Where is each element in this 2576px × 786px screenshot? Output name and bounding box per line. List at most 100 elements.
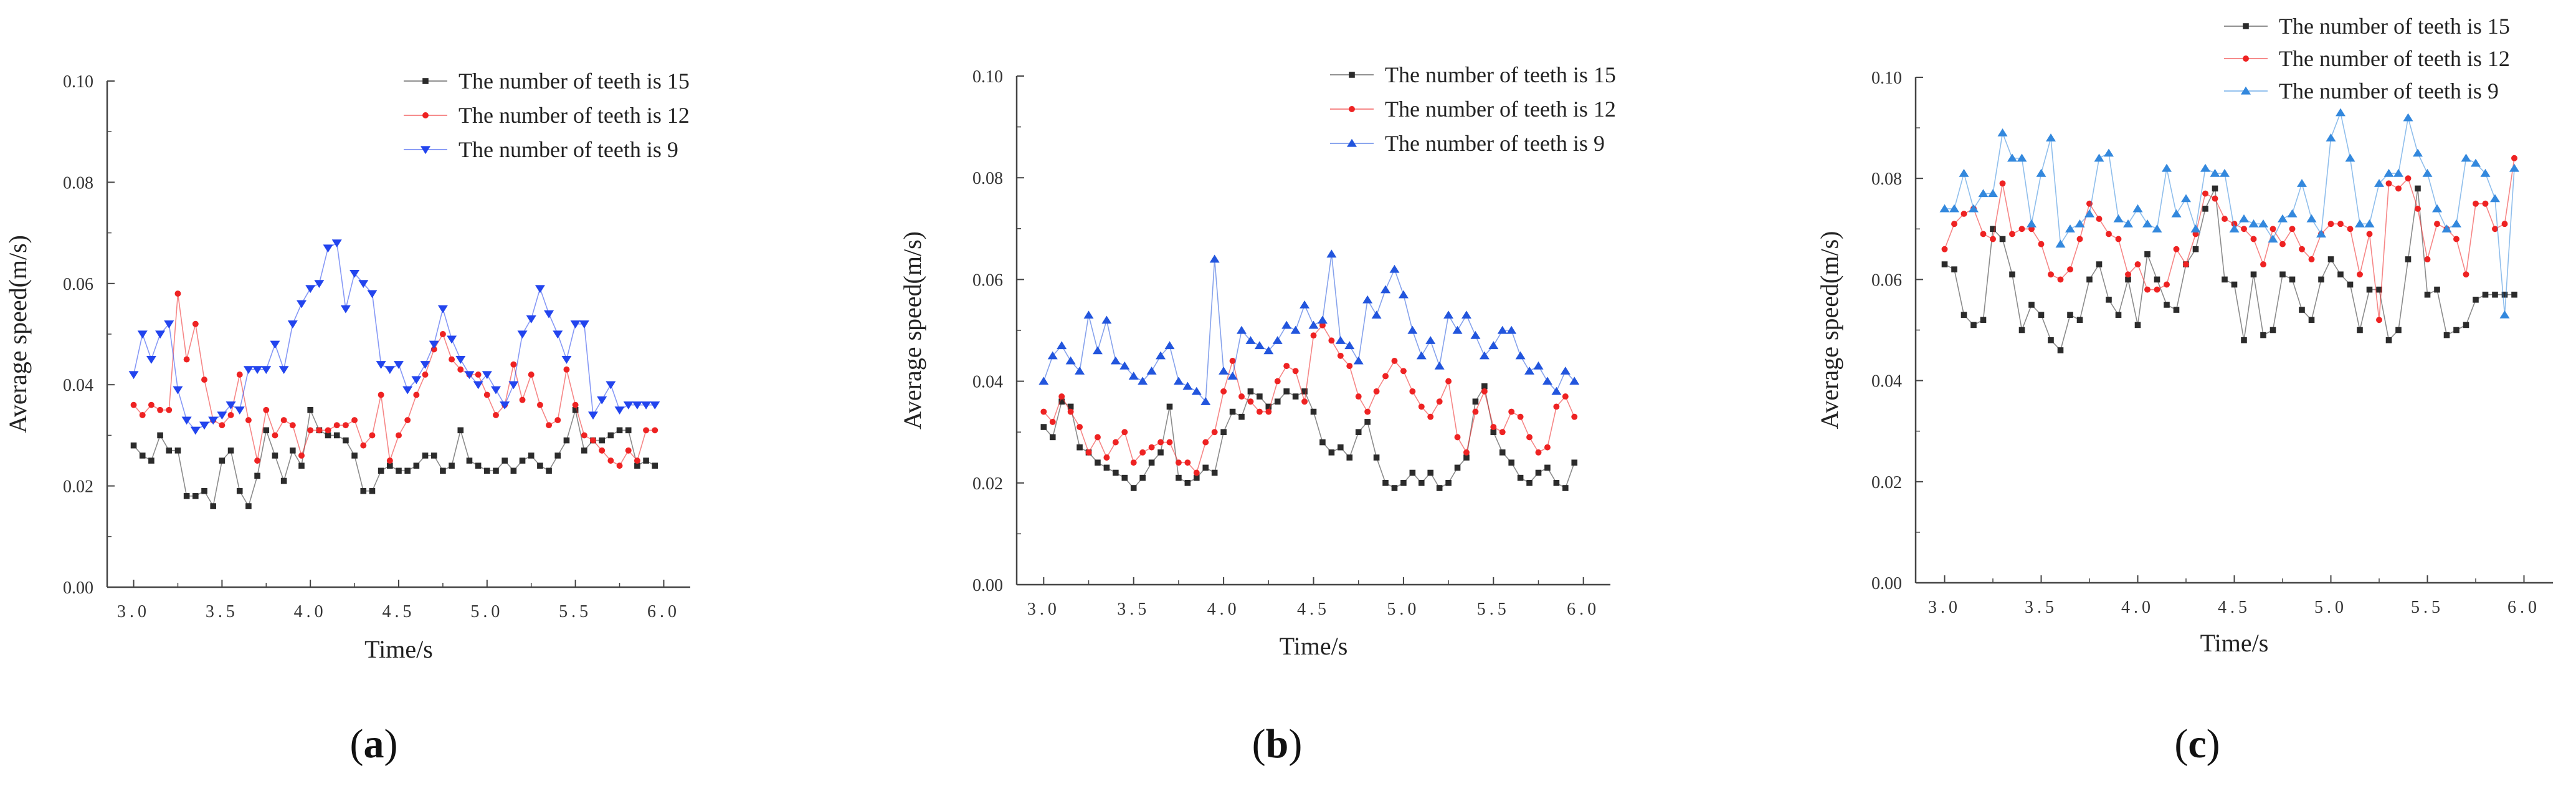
data-point (2364, 219, 2375, 228)
data-point (2250, 271, 2257, 278)
data-point (192, 493, 199, 499)
data-point (2134, 261, 2141, 268)
data-point (422, 371, 429, 378)
data-point (1202, 439, 1209, 446)
data-point (2308, 256, 2315, 262)
data-point (1418, 403, 1425, 410)
data-point (1166, 439, 1173, 446)
data-point (2327, 221, 2334, 228)
data-point (2473, 297, 2479, 303)
data-point (1067, 408, 1074, 415)
data-point (2065, 224, 2075, 232)
y-tick-label: 0.04 (63, 376, 93, 395)
data-point (2106, 297, 2112, 303)
data-point (1085, 449, 1092, 456)
y-tick-label: 0.10 (1871, 69, 1902, 88)
data-point (1173, 376, 1184, 385)
data-point (2289, 276, 2296, 283)
data-point (1247, 388, 1254, 395)
data-point (455, 356, 466, 364)
data-point (1571, 413, 1578, 420)
data-point (2415, 205, 2421, 212)
axes: 0.00 0.02 0.04 0.06 0.08 0.10 3.0 3.5 4.0 4.5 5.0 5… (1871, 69, 2553, 617)
data-point (305, 285, 316, 294)
data-point (183, 356, 190, 363)
data-point (2036, 168, 2046, 177)
data-point (411, 376, 422, 385)
data-point (570, 320, 581, 328)
data-point (226, 401, 236, 410)
chart-panel-c: 0.00 0.02 0.04 0.06 0.08 0.10 3.0 3.5 4.0 4.5 5.0 5… (1815, 14, 2553, 657)
data-point (340, 305, 351, 314)
data-point (2434, 286, 2440, 293)
data-point (2376, 286, 2382, 293)
legend-entry: The number of teeth is 12 (2224, 46, 2510, 71)
data-point (1065, 356, 1076, 365)
data-point (588, 411, 598, 420)
data-point (2212, 185, 2218, 192)
data-point (2287, 209, 2298, 218)
data-point (130, 401, 137, 408)
data-point (447, 335, 457, 344)
data-point (190, 426, 201, 435)
data-point (643, 427, 650, 434)
data-point (1211, 469, 1218, 476)
data-point (217, 411, 227, 420)
data-point (1220, 388, 1227, 395)
data-point (210, 503, 216, 509)
data-point (1353, 356, 1364, 365)
data-point (2192, 231, 2199, 237)
data-point (614, 406, 625, 415)
data-point (1227, 371, 1238, 380)
data-point (1416, 351, 1427, 360)
y-tick-label: 0.04 (1871, 372, 1902, 391)
data-point (396, 467, 402, 474)
data-point (1481, 383, 1488, 390)
data-point (2202, 206, 2208, 212)
data-point (1472, 408, 1479, 415)
legend-label: The number of teeth is 9 (1385, 131, 1605, 156)
data-point (2318, 276, 2324, 283)
data-point (1265, 408, 1272, 415)
data-point (1040, 424, 1047, 430)
data-point (2443, 332, 2450, 338)
data-point (261, 366, 272, 375)
data-point (439, 331, 446, 337)
data-point (1436, 485, 1443, 491)
data-point (2028, 226, 2035, 232)
legend-marker (2243, 55, 2249, 62)
data-point (508, 381, 519, 390)
x-tick-label: 3.0 (1027, 600, 1060, 619)
data-point (2258, 219, 2268, 228)
data-point (1238, 413, 1245, 420)
data-point (1544, 444, 1551, 451)
legend-marker (1349, 106, 1355, 112)
data-point (343, 437, 349, 444)
panel-label-a: (a) (350, 721, 398, 767)
data-point (2192, 246, 2199, 252)
x-tick-label: 3.0 (117, 602, 150, 621)
data-point (2278, 214, 2288, 223)
data-point (1166, 403, 1173, 410)
data-point (2395, 185, 2402, 192)
data-point (2231, 281, 2238, 288)
data-point (2393, 168, 2403, 177)
data-point (1067, 403, 1074, 410)
data-point (1326, 249, 1337, 258)
legend-entry: The number of teeth is 12 (1330, 97, 1616, 122)
data-point (1176, 474, 1182, 481)
data-point (173, 386, 183, 395)
data-point (2453, 236, 2460, 242)
data-point (2501, 291, 2508, 298)
y-tick-label: 0.08 (972, 169, 1003, 188)
data-point (1092, 346, 1103, 355)
data-point (1263, 346, 1274, 355)
data-point (1335, 336, 1346, 344)
data-point (1193, 469, 1200, 476)
data-point (2017, 153, 2027, 162)
data-point (2123, 219, 2133, 228)
data-point (1229, 408, 1236, 415)
data-point (201, 487, 207, 494)
data-point (2336, 108, 2345, 117)
data-point (536, 401, 543, 408)
